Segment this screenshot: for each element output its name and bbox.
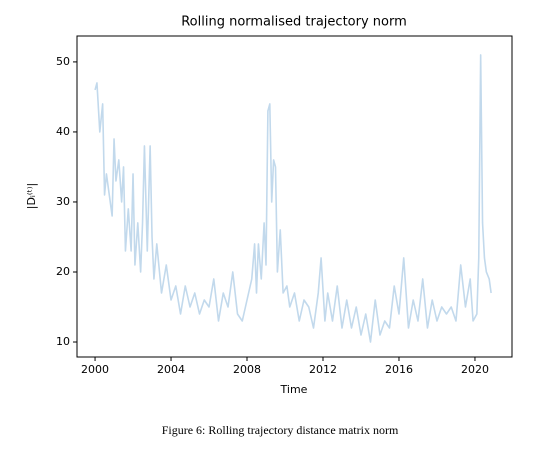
x-tick-label: 2008: [233, 363, 261, 376]
x-tick-label: 2012: [309, 363, 337, 376]
figure-caption: Figure 6: Rolling trajectory distance ma…: [162, 423, 399, 437]
x-tick-label: 2004: [157, 363, 185, 376]
chart-title: Rolling normalised trajectory norm: [181, 15, 407, 30]
x-axis-label: Time: [280, 383, 308, 396]
y-tick-label: 20: [56, 265, 70, 278]
y-tick-label: 50: [56, 55, 70, 68]
x-tick-label: 2016: [385, 363, 413, 376]
y-axis-label: |Dᵢ⁽ᵗ⁾|: [25, 183, 38, 210]
y-tick-label: 30: [56, 195, 70, 208]
x-tick-label: 2020: [461, 363, 489, 376]
data-line: [94, 54, 492, 343]
x-tick-label: 2000: [81, 363, 109, 376]
plot-frame: [76, 35, 513, 358]
y-tick-label: 10: [56, 335, 70, 348]
y-tick-label: 40: [56, 125, 70, 138]
